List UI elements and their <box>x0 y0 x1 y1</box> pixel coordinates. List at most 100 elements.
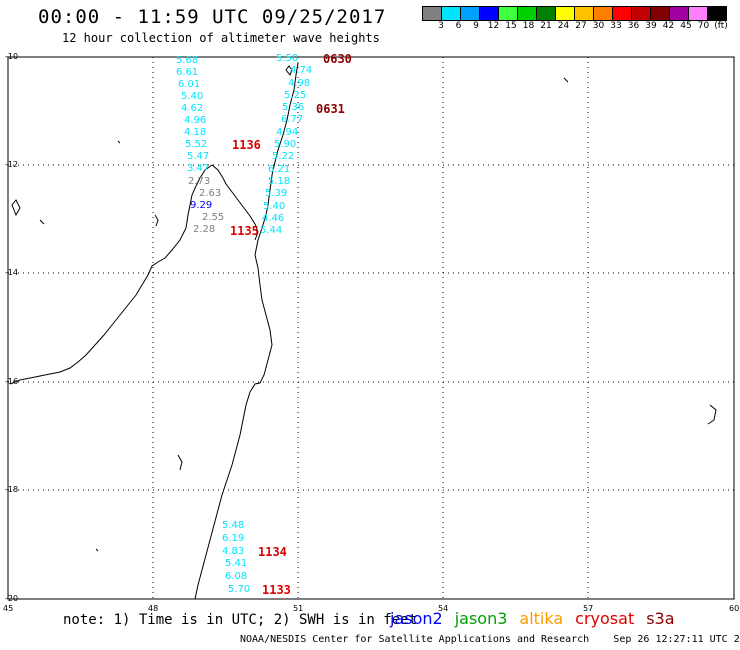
legend-value: 6 <box>455 21 462 31</box>
legend-swatch <box>707 6 727 21</box>
legend-unit: (ft) <box>714 21 728 31</box>
wave-height-value: 4.46 <box>262 213 285 224</box>
wave-height-value: 6.19 <box>222 533 245 544</box>
legend-value: 24 <box>557 21 570 31</box>
wave-height-value: 5.22 <box>272 151 295 162</box>
longitude-label: 54 <box>438 604 449 613</box>
map-border <box>7 56 735 600</box>
legend-value: 12 <box>487 21 500 31</box>
legend-value: 42 <box>662 21 675 31</box>
wave-height-value: 4.98 <box>288 78 311 89</box>
latitude-label: -18 <box>5 485 19 494</box>
wave-height-value: 4.94 <box>276 127 299 138</box>
credit-line: NOAA/NESDIS Center for Satellite Applica… <box>240 634 740 645</box>
wave-height-value: 5.25 <box>284 90 307 101</box>
legend-value: 15 <box>505 21 517 31</box>
latitude-label: -14 <box>5 268 19 277</box>
track-time-label: 1134 <box>258 545 287 559</box>
wave-height-value: 4.96 <box>184 115 207 126</box>
graticule <box>8 57 734 599</box>
wave-height-value: 6.77 <box>281 114 304 125</box>
wave-height-value: 5.40 <box>181 91 204 102</box>
madagascar-north-tip <box>222 177 259 241</box>
island-glorioso <box>117 140 121 144</box>
track-time-label: 0631 <box>316 102 345 116</box>
island-comoros-2 <box>39 219 45 225</box>
satellite-jason2: jason2 <box>390 609 443 628</box>
island-europa <box>95 548 99 552</box>
longitude-label: 51 <box>293 604 304 613</box>
wave-height-value: 9.29 <box>190 200 213 211</box>
longitude-label: 48 <box>148 604 159 613</box>
wave-height-legend <box>422 6 727 21</box>
longitude-label: 45 <box>3 604 14 613</box>
wave-height-value: 5.44 <box>260 225 283 236</box>
wave-height-value: 2.73 <box>188 176 211 187</box>
island-aldabra <box>285 65 293 76</box>
island-coast-south <box>177 454 183 471</box>
wave-height-value: 5.47 <box>187 151 210 162</box>
wave-height-value: 5.40 <box>263 201 286 212</box>
satellite-s3a: s3a <box>646 609 675 628</box>
wave-height-value: 5.18 <box>268 176 291 187</box>
satellite-cryosat: cryosat <box>575 609 635 628</box>
legend-value: 21 <box>540 21 552 31</box>
wave-height-value: 6.01 <box>178 79 201 90</box>
legend-value: 27 <box>575 21 587 31</box>
wave-height-value: 5.41 <box>225 558 248 569</box>
island-mayotte <box>154 214 159 227</box>
islands <box>11 65 717 552</box>
latitude-label: -20 <box>5 594 19 603</box>
wave-height-value: 5.70 <box>228 584 251 595</box>
latitude-label: -10 <box>5 52 19 61</box>
map-subtitle: 12 hour collection of altimeter wave hei… <box>62 31 380 45</box>
wave-height-value: 5.90 <box>274 139 297 150</box>
wave-height-value: 5.68 <box>176 55 199 66</box>
legend-value: 18 <box>522 21 535 31</box>
track-time-label: 1133 <box>262 583 291 597</box>
satellite-key: jason2 jason3 altika cryosat s3a <box>390 609 687 628</box>
legend-value: 30 <box>592 21 605 31</box>
credit-text: NOAA/NESDIS Center for Satellite Applica… <box>240 634 590 645</box>
map-title: 00:00 - 11:59 UTC 09/25/2017 <box>38 6 387 28</box>
wave-height-value: 5.36 <box>282 102 305 113</box>
wave-height-value: 2.63 <box>199 188 222 199</box>
island-agalega <box>563 77 569 83</box>
wave-height-value: 6.08 <box>225 571 248 582</box>
wave-height-value: 4.83 <box>222 546 245 557</box>
latitude-label: -16 <box>5 377 19 386</box>
island-comoros-1 <box>11 199 21 217</box>
track-time-label: 1136 <box>232 138 261 152</box>
wave-height-value: 2.28 <box>193 224 216 235</box>
wave-height-value: 4.74 <box>290 65 313 76</box>
wave-height-value: 5.39 <box>265 188 288 199</box>
madagascar-west-coast <box>9 164 224 385</box>
legend-value: 9 <box>473 21 479 31</box>
satellite-altika: altika <box>519 609 564 628</box>
wave-height-value: 5.52 <box>185 139 208 150</box>
track-time-label: 1135 <box>230 224 259 238</box>
wave-height-value: 4.62 <box>181 103 204 114</box>
footnote: note: 1) Time is in UTC; 2) SWH is in fe… <box>63 612 418 628</box>
satellite-jason3: jason3 <box>454 609 508 628</box>
legend-value: 36 <box>627 21 640 31</box>
wave-height-value: 2.55 <box>202 212 225 223</box>
legend-value: 45 <box>680 21 692 31</box>
legend-value: 33 <box>610 21 622 31</box>
wave-height-value: 4.18 <box>184 127 207 138</box>
wave-height-value: 5.50 <box>276 53 299 64</box>
track-time-label: 0630 <box>323 52 352 66</box>
wave-height-value: 6.21 <box>268 164 291 175</box>
longitude-label: 57 <box>583 604 594 613</box>
wave-height-value: 3.47 <box>187 163 210 174</box>
latitude-label: -12 <box>5 160 19 169</box>
wave-height-value: 5.48 <box>222 520 245 531</box>
generated-timestamp: Sep 26 12:27:11 UTC 2017 <box>613 634 740 645</box>
longitude-label: 60 <box>729 604 740 613</box>
wave-height-value: 6.61 <box>176 67 199 78</box>
madagascar-coastline <box>194 62 299 600</box>
legend-value: 39 <box>645 21 657 31</box>
legend-value: 3 <box>438 21 444 31</box>
legend-value: 70 <box>697 21 710 31</box>
